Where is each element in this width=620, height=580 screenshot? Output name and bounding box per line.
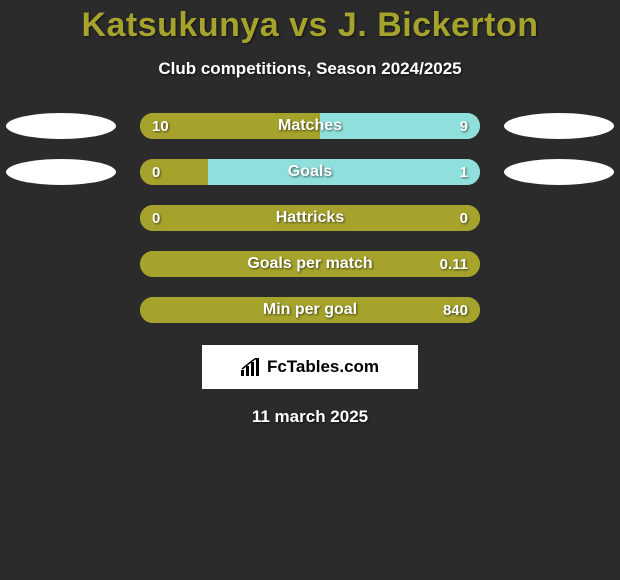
stat-row: 01Goals [0,149,620,195]
player2-marker [504,113,614,139]
stat-bar: 00Hattricks [140,205,480,231]
player1-fill [140,251,480,277]
player1-fill [140,297,480,323]
stat-row: 0.11Goals per match [0,241,620,287]
player2-fill [208,159,480,185]
player2-marker [504,159,614,185]
date-text: 11 march 2025 [0,407,620,427]
branding-badge: FcTables.com [202,345,418,389]
player1-marker [6,159,116,185]
branding-text: FcTables.com [267,357,379,377]
stat-row: 00Hattricks [0,195,620,241]
stat-bar: 0.11Goals per match [140,251,480,277]
player1-fill [140,205,480,231]
player1-marker [6,113,116,139]
stat-bar: 840Min per goal [140,297,480,323]
stats-container: 109Matches 01Goals 00Hattricks 0.11Goals pe… [0,103,620,333]
stat-row: 109Matches [0,103,620,149]
stat-row: 840Min per goal [0,287,620,333]
stat-bar: 01Goals [140,159,480,185]
player2-fill [320,113,480,139]
player1-fill [140,159,208,185]
stat-bar: 109Matches [140,113,480,139]
player1-fill [140,113,320,139]
subtitle: Club competitions, Season 2024/2025 [0,59,620,79]
chart-icon [241,358,261,376]
page-title: Katsukunya vs J. Bickerton [0,0,620,45]
